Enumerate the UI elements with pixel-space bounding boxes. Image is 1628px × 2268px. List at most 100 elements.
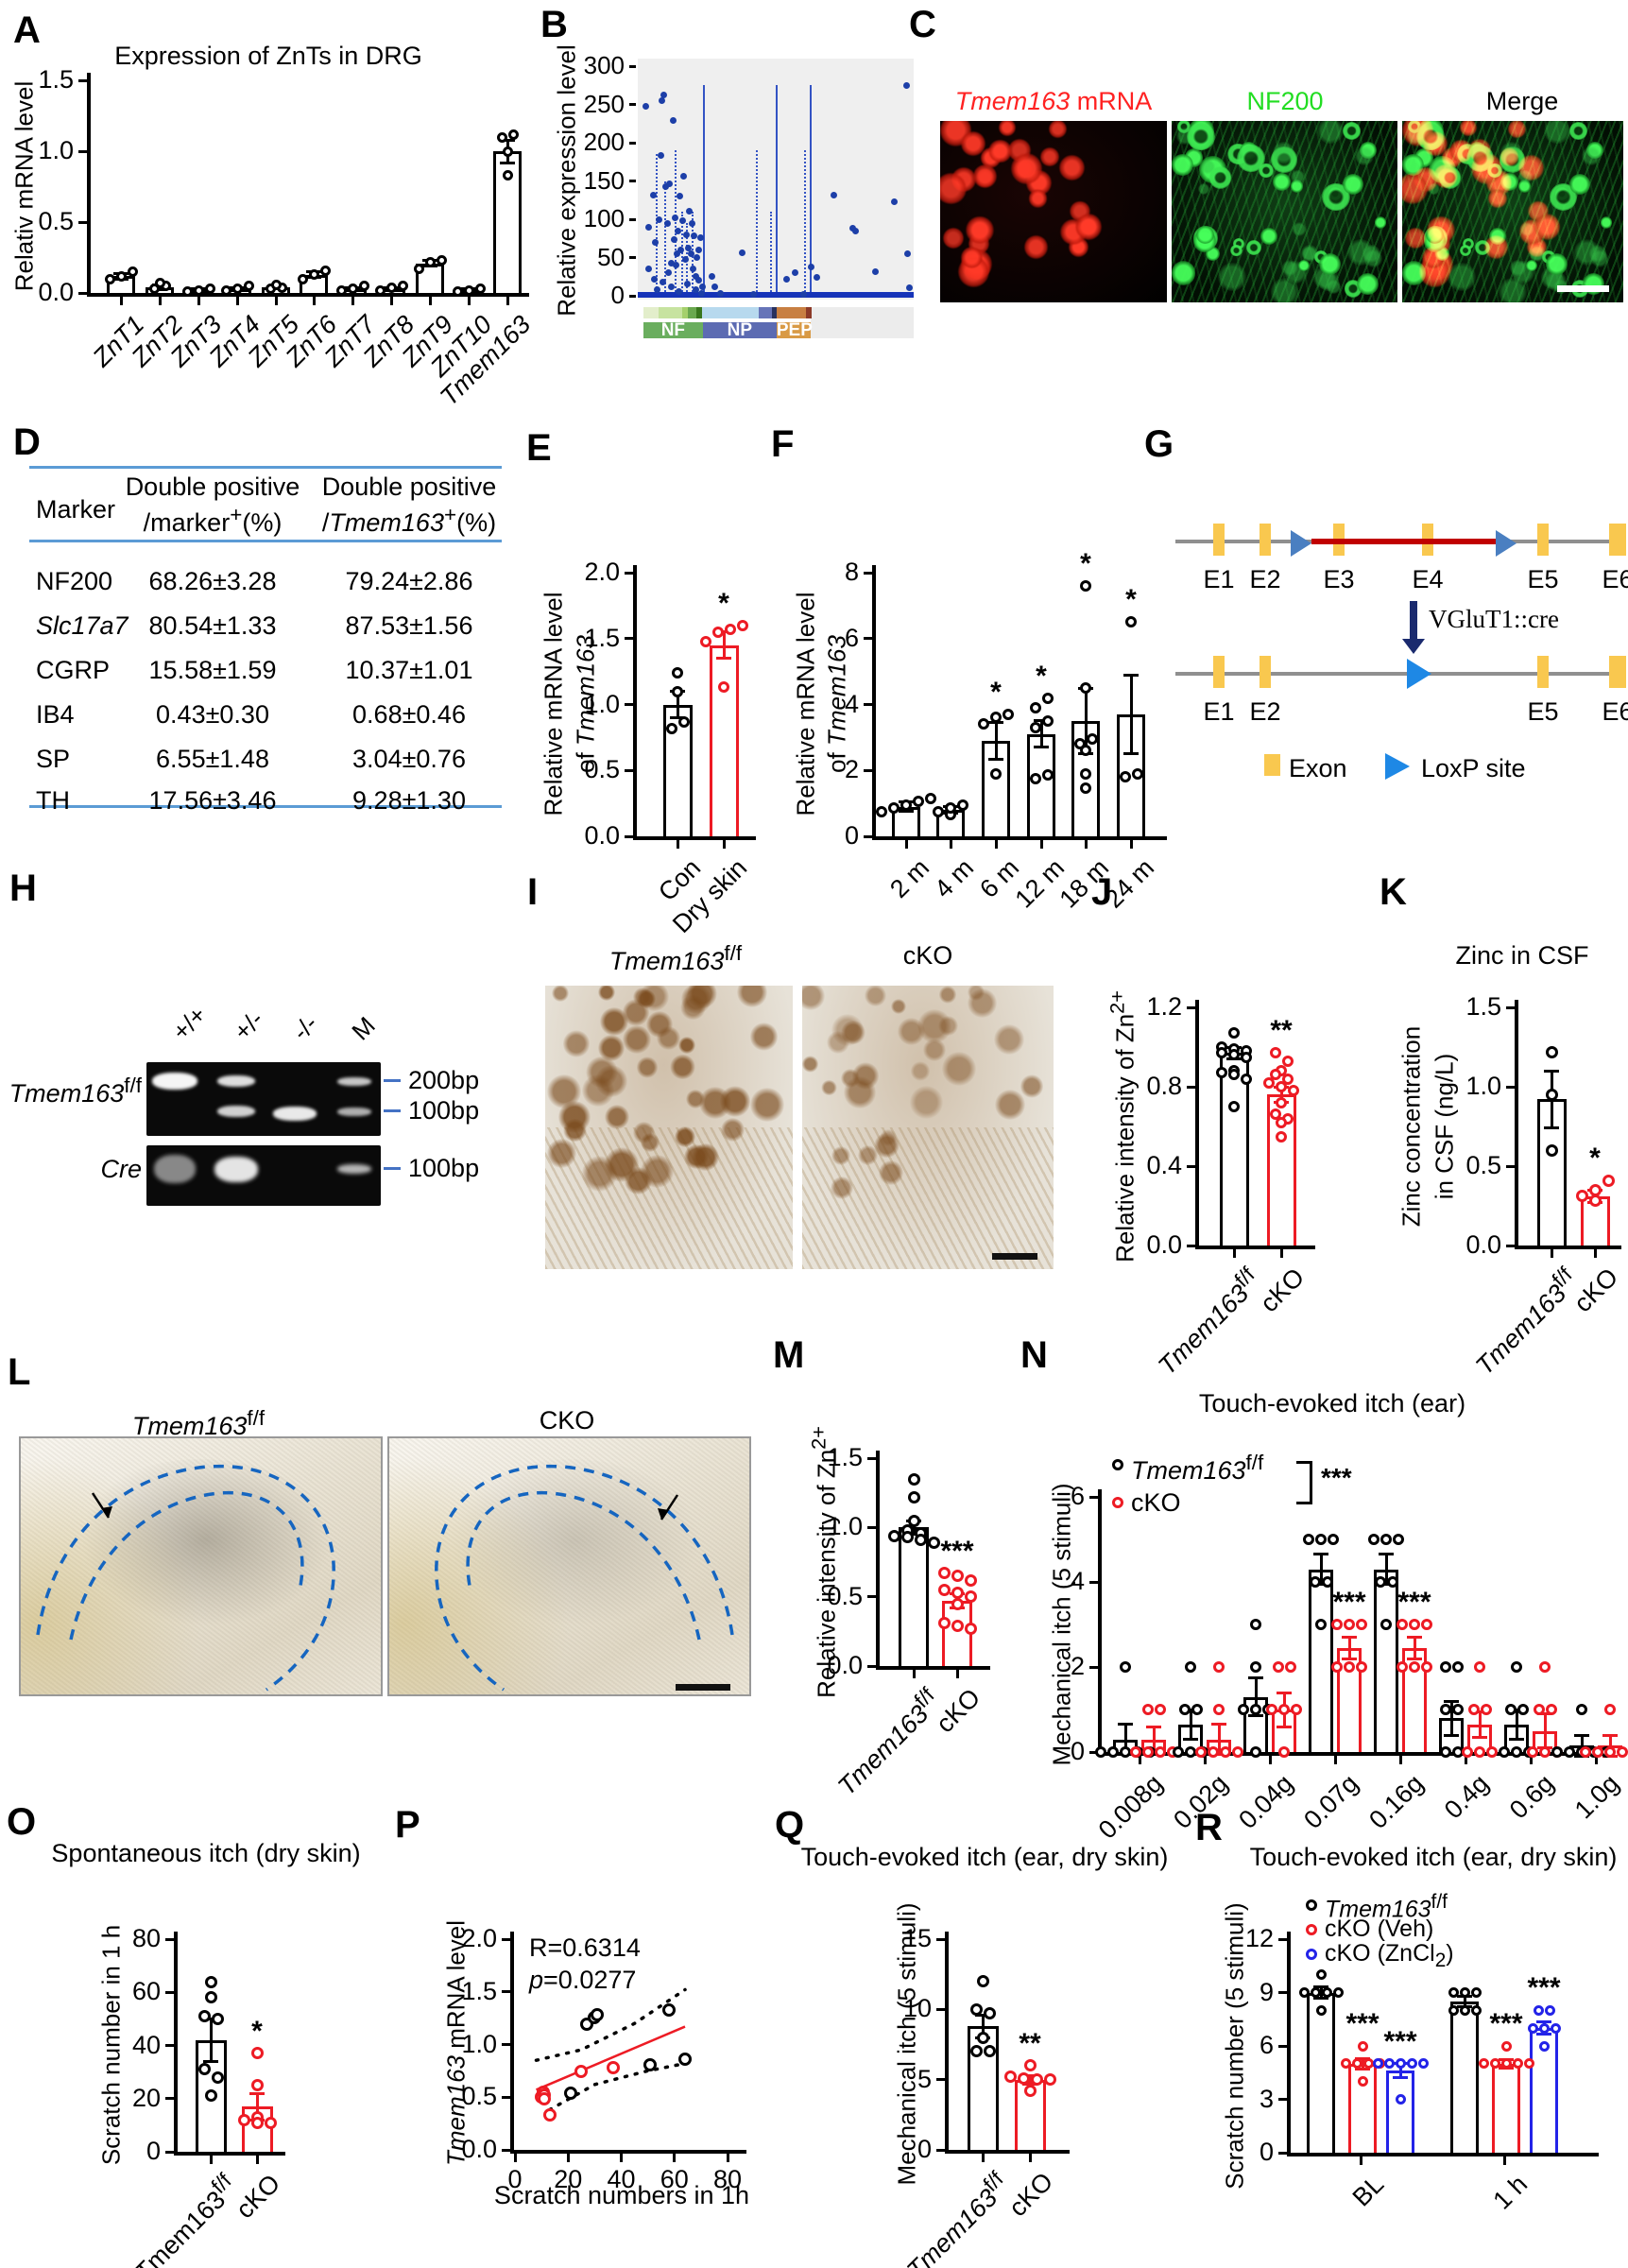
g-legend-exon-swatch	[1264, 754, 1280, 776]
q-data-point	[1003, 2070, 1017, 2084]
m-y-tick	[867, 1525, 876, 1529]
n-data-point	[1617, 1746, 1628, 1758]
r-error-cap	[1313, 1996, 1328, 2000]
f-data-point	[1119, 771, 1131, 783]
panel-c-label: C	[909, 4, 936, 45]
g-exon-label-top: E2	[1249, 565, 1281, 593]
r-y-tick-label: 3	[1259, 2084, 1274, 2113]
b-data-point	[645, 224, 653, 232]
n-data-point	[1095, 1746, 1106, 1758]
m-y-tick	[867, 1456, 876, 1460]
q-y-tick-label: 15	[902, 1924, 932, 1952]
m-y-tick-label: 0.5	[827, 1581, 863, 1610]
b-data-point	[688, 249, 695, 257]
f-x-tick	[904, 840, 908, 849]
i-stained-cell	[680, 986, 711, 1015]
i-stained-cell	[874, 1132, 900, 1159]
r-y-tick-label: 9	[1259, 1977, 1274, 2006]
r-sig: ***	[1383, 2025, 1417, 2057]
f-error-bar	[1084, 688, 1088, 754]
a-data-point	[452, 286, 463, 297]
p-black-point	[678, 2053, 692, 2067]
n-y-tick-label: 4	[1070, 1567, 1085, 1595]
b-data-point	[669, 117, 677, 124]
i-stained-cell	[831, 1146, 851, 1166]
r-data-point	[1470, 1987, 1482, 1998]
q-y-tick-label: 0	[917, 2135, 932, 2163]
f-data-point	[1080, 682, 1091, 695]
d-cell-marker: NF200	[36, 567, 113, 595]
panel-a-label: A	[13, 9, 41, 51]
c-green-cell	[1172, 261, 1196, 285]
e-y-axis-label-1: Relative mRNA level	[539, 592, 568, 816]
i-stained-cell	[737, 986, 768, 1008]
b-data-point	[871, 268, 879, 276]
o-y-axis-label: Scratch number in 1 h	[96, 1924, 126, 2166]
f-error-cap	[899, 810, 914, 814]
r-data-point	[1448, 2004, 1459, 2016]
c-green-cell	[1187, 122, 1215, 151]
n-error-cap	[1574, 1733, 1589, 1737]
n-y-tick-label: 2	[1070, 1652, 1085, 1680]
o-sig: *	[251, 2015, 263, 2047]
a-data-point	[193, 284, 204, 296]
b-band-top	[776, 307, 807, 318]
m-x-tick	[912, 1670, 916, 1678]
path	[658, 1508, 669, 1520]
p-black-point	[643, 2057, 658, 2071]
i-stained-cell	[719, 1086, 751, 1117]
a-x-tick	[351, 297, 354, 305]
b-data-point	[676, 288, 683, 296]
i-stained-cell	[678, 1037, 696, 1055]
c-green-cell	[1343, 122, 1362, 141]
n-error-cap	[1407, 1636, 1422, 1639]
panel-i-label: I	[527, 871, 539, 913]
panel-a-title: Expression of ZnTs in DRG	[114, 42, 422, 70]
c-green-cell	[1246, 240, 1262, 255]
n-data-point	[1533, 1704, 1545, 1715]
g-exon-label-top: E6	[1602, 565, 1628, 593]
f-x-label: 4 m	[929, 853, 980, 904]
r-bar	[1307, 1992, 1335, 2153]
d-cell-marker: TH	[36, 786, 70, 815]
o-error-cap	[249, 2091, 265, 2095]
e-data-point	[718, 681, 729, 694]
b-data-point	[649, 191, 657, 198]
i-stained-cell	[820, 1079, 837, 1096]
b-band-top	[658, 307, 682, 318]
f-x-tick	[994, 840, 998, 849]
q-y-tick-label: 5	[917, 2064, 932, 2093]
i-stained-cell	[547, 1074, 582, 1108]
i-stained-cell	[749, 1088, 784, 1123]
b-data-point	[891, 198, 899, 205]
c-green-cell	[1356, 273, 1379, 296]
j-y-tick-label: 1.2	[1146, 992, 1182, 1021]
k-data-point	[1545, 1088, 1558, 1101]
a-data-point	[502, 146, 513, 157]
c-green-cell	[1218, 263, 1247, 292]
f-y-tick	[864, 637, 872, 641]
i-image-cko	[802, 986, 1054, 1269]
r-bar	[1450, 2001, 1479, 2153]
p-y-tick	[502, 2043, 510, 2046]
j-data-point	[1228, 1049, 1240, 1061]
b-data-point	[694, 246, 702, 253]
f-data-point	[990, 767, 1002, 780]
n-error-bar	[1217, 1724, 1221, 1755]
m-error-bar	[912, 1521, 916, 1535]
i-stained-cell	[1020, 1074, 1043, 1098]
c-red-cell	[1075, 213, 1103, 240]
n-error-cap	[1509, 1708, 1524, 1711]
h-marker-100bp-top: 100bp	[408, 1096, 480, 1125]
e-sig: *	[718, 587, 729, 619]
f-data-point	[1080, 767, 1091, 780]
c-red-cell	[1427, 215, 1456, 245]
b-vline-dotted	[655, 154, 658, 296]
i-stained-cell	[942, 1052, 976, 1087]
p-x-tick-label: 80	[712, 2165, 743, 2193]
f-data-point	[933, 805, 944, 817]
i-stained-cell	[938, 1015, 959, 1036]
j-data-point	[1228, 1027, 1240, 1040]
c-green-cell	[1346, 239, 1374, 266]
c-green-cell	[1517, 180, 1532, 193]
